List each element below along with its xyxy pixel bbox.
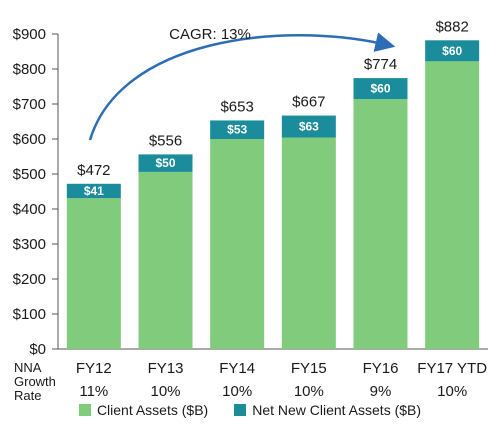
segment-label: $53 bbox=[227, 123, 247, 137]
bar-total-label: $774 bbox=[364, 56, 397, 73]
legend-swatch-net-new bbox=[234, 404, 247, 416]
bar-client-assets bbox=[353, 99, 408, 349]
growth-rate-value: 10% bbox=[294, 383, 324, 400]
growth-rate-value: 9% bbox=[370, 383, 392, 400]
y-tick-label: $500 bbox=[13, 166, 46, 183]
legend-item-net-new: Net New Client Assets ($B) bbox=[234, 402, 421, 418]
bar-net-new-assets bbox=[281, 115, 336, 138]
bar-client-assets bbox=[281, 137, 336, 349]
bar-client-assets bbox=[138, 171, 193, 349]
bar-total-label: $472 bbox=[77, 162, 110, 179]
bar-net-new-assets bbox=[66, 183, 121, 199]
x-category-label: FY14 bbox=[219, 360, 255, 377]
growth-rate-value: 10% bbox=[222, 383, 252, 400]
legend-swatch-client-assets bbox=[78, 404, 91, 416]
segment-label: $41 bbox=[84, 184, 104, 198]
segment-label: $63 bbox=[299, 120, 319, 134]
growth-rate-value: 10% bbox=[437, 383, 467, 400]
legend-label-net-new: Net New Client Assets ($B) bbox=[252, 402, 422, 418]
y-tick-label: $700 bbox=[13, 96, 46, 113]
bar-net-new-assets bbox=[138, 154, 193, 172]
bar-net-new-assets bbox=[353, 78, 408, 100]
y-tick-label: $400 bbox=[13, 201, 46, 218]
y-tick-label: $300 bbox=[13, 236, 46, 253]
legend: Client Assets ($B) Net New Client Assets… bbox=[0, 402, 500, 418]
y-tick-label: $100 bbox=[13, 306, 46, 323]
segment-label: $50 bbox=[155, 156, 175, 170]
y-axis-ticks: $0 $100 $200 $300 $400 $500 $600 $700 $800 $900 bbox=[13, 26, 58, 358]
x-category-label: FY15 bbox=[291, 360, 327, 377]
bar-total-label: $667 bbox=[292, 94, 325, 111]
y-tick-label: $900 bbox=[13, 26, 46, 43]
bar-chart: $0 $100 $200 $300 $400 $500 $600 $700 $800 $900 $… bbox=[13, 18, 488, 400]
growth-rate-value: 10% bbox=[150, 383, 180, 400]
growth-rates: 11% 10% 10% 10% 9% 10% bbox=[79, 383, 467, 400]
growth-label-line: Rate bbox=[14, 388, 41, 400]
x-axis-categories: FY12 FY13 FY14 FY15 FY16 FY17 YTD bbox=[76, 360, 487, 377]
y-tick-label: $600 bbox=[13, 131, 46, 148]
y-tick-label: $800 bbox=[13, 61, 46, 78]
growth-rate-value: 11% bbox=[79, 383, 108, 400]
y-tick-label: $0 bbox=[29, 341, 46, 358]
x-category-label: FY16 bbox=[363, 360, 399, 377]
segment-label: $60 bbox=[442, 44, 462, 58]
bar-net-new-assets bbox=[425, 40, 480, 62]
bar-client-assets bbox=[425, 61, 480, 350]
legend-item-client-assets: Client Assets ($B) bbox=[78, 402, 209, 418]
bar-net-new-assets bbox=[210, 120, 265, 139]
bars: $41 $472 $50 $556 $53 $653 $63 $667 $60 $774 $60 $8… bbox=[66, 18, 480, 350]
cagr-arrow bbox=[88, 32, 396, 141]
legend-label-client-assets: Client Assets ($B) bbox=[96, 402, 209, 418]
bar-total-label: $653 bbox=[220, 98, 253, 115]
x-category-label: FY12 bbox=[76, 360, 112, 377]
bar-total-label: $882 bbox=[435, 18, 468, 35]
bar-client-assets bbox=[66, 198, 121, 349]
bar-client-assets bbox=[210, 139, 265, 349]
growth-label-line: NNA bbox=[14, 360, 42, 375]
x-category-label: FY17 YTD bbox=[417, 360, 487, 377]
x-category-label: FY13 bbox=[148, 360, 184, 377]
growth-label-line: Growth bbox=[14, 374, 56, 389]
segment-label: $60 bbox=[370, 82, 390, 96]
bar-total-label: $556 bbox=[149, 132, 182, 149]
cagr-annotation: CAGR: 13% bbox=[169, 26, 251, 43]
y-tick-label: $200 bbox=[13, 271, 46, 288]
